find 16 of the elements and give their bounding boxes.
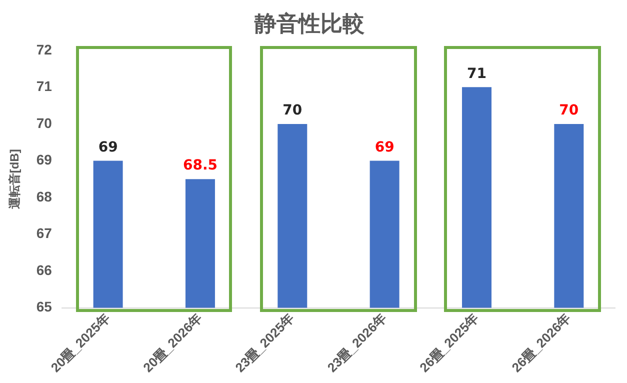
data-label: 69: [374, 139, 394, 156]
y-tick-label: 71: [36, 78, 52, 94]
chart-title: 静音性比較: [254, 10, 366, 37]
y-tick-label: 72: [36, 41, 52, 58]
data-label: 68.5: [182, 158, 218, 174]
data-label: 71: [467, 66, 486, 82]
y-tick-label: 69: [36, 152, 52, 168]
y-tick-label: 67: [36, 225, 52, 242]
data-label: 70: [282, 102, 302, 119]
y-tick-label: 68: [36, 188, 52, 204]
y-tick-label: 65: [36, 298, 52, 315]
data-label: 70: [559, 102, 579, 119]
y-tick-label: 70: [36, 114, 52, 131]
y-axis-title: 運転音[dB]: [8, 149, 22, 210]
data-label: 69: [98, 139, 118, 156]
y-tick-label: 66: [36, 262, 52, 278]
